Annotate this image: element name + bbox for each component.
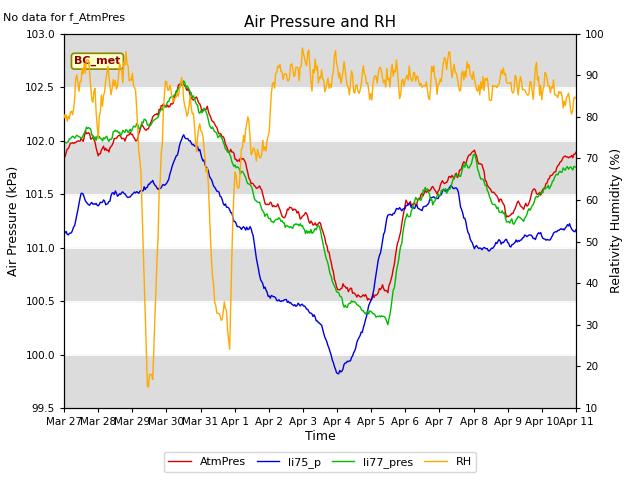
li75_p	[373, 264, 381, 270]
Y-axis label: Air Pressure (kPa): Air Pressure (kPa)	[6, 166, 20, 276]
li77_pres	[221, 142, 228, 148]
Bar	[64, 355, 576, 408]
X-axis label: Time: Time	[305, 430, 335, 443]
RH	[527, 79, 535, 85]
RH	[221, 299, 228, 305]
RH	[298, 45, 306, 51]
AtmPres	[438, 178, 446, 183]
li77_pres	[372, 314, 380, 320]
RH	[572, 96, 580, 102]
Line: AtmPres: AtmPres	[64, 82, 576, 300]
li75_p	[438, 189, 446, 194]
li75_p	[60, 232, 68, 238]
AtmPres	[348, 286, 355, 291]
li77_pres	[180, 78, 188, 84]
li77_pres	[438, 188, 446, 193]
Line: RH: RH	[64, 48, 576, 387]
RH	[60, 112, 68, 118]
RH	[438, 68, 446, 74]
RH	[349, 72, 356, 78]
RH	[145, 384, 152, 390]
AtmPres	[367, 297, 374, 303]
li77_pres	[572, 165, 580, 170]
li77_pres	[60, 141, 68, 146]
li75_p	[277, 299, 285, 304]
Y-axis label: Relativity Humidity (%): Relativity Humidity (%)	[610, 148, 623, 293]
Text: BC_met: BC_met	[74, 56, 120, 66]
RH	[277, 69, 285, 74]
Bar	[64, 141, 576, 194]
AtmPres	[221, 136, 228, 142]
li75_p	[221, 203, 228, 208]
Line: li77_pres: li77_pres	[64, 81, 576, 324]
Title: Air Pressure and RH: Air Pressure and RH	[244, 15, 396, 30]
li75_p	[349, 353, 356, 359]
AtmPres	[179, 79, 186, 84]
li77_pres	[348, 298, 355, 304]
li77_pres	[384, 322, 392, 327]
AtmPres	[60, 154, 68, 160]
li77_pres	[527, 205, 535, 211]
RH	[373, 80, 381, 86]
Bar	[64, 34, 576, 87]
li77_pres	[277, 218, 285, 224]
li75_p	[335, 371, 342, 377]
Bar	[64, 248, 576, 301]
Text: No data for f_AtmPres: No data for f_AtmPres	[3, 12, 125, 23]
AtmPres	[277, 210, 285, 216]
li75_p	[527, 232, 535, 238]
AtmPres	[572, 149, 580, 155]
Legend: AtmPres, li75_p, li77_pres, RH: AtmPres, li75_p, li77_pres, RH	[164, 452, 476, 472]
Line: li75_p: li75_p	[64, 135, 576, 374]
li75_p	[572, 227, 580, 232]
AtmPres	[527, 192, 535, 198]
li75_p	[180, 132, 188, 138]
AtmPres	[373, 292, 381, 298]
